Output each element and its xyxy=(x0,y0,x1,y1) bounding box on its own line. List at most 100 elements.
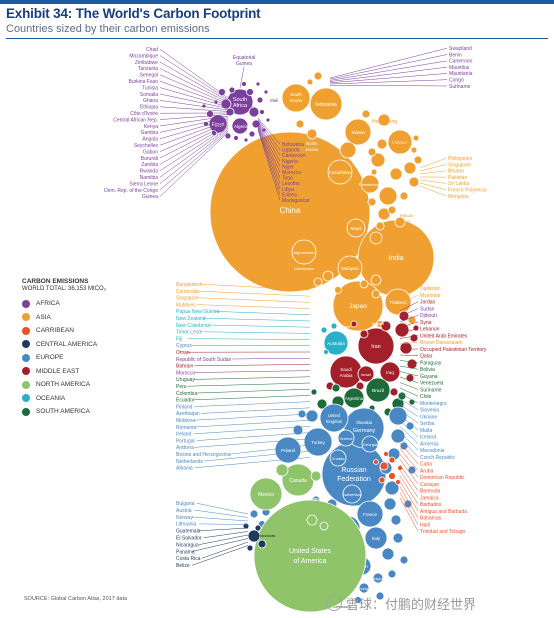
legend-item: MIDDLE EAST xyxy=(22,365,106,379)
bubble-label: of America xyxy=(293,558,326,565)
bubble-central-america-small xyxy=(257,539,267,549)
country-label: Brunei Darussalam xyxy=(420,340,463,346)
leader-line xyxy=(199,527,249,532)
country-label: Uganda xyxy=(282,148,300,154)
bubble-label: Mexico xyxy=(258,492,274,498)
bubble-label: Russian xyxy=(341,467,366,474)
leader-line xyxy=(194,438,311,448)
country-label: Singapore xyxy=(448,162,471,168)
country-label: Cambodia xyxy=(176,289,199,295)
leader-line xyxy=(159,55,229,100)
legend-label: ASIA xyxy=(36,313,51,321)
country-label: Jamaica xyxy=(420,495,439,501)
bubble-caribbean-small xyxy=(383,451,389,457)
bubble-africa-small xyxy=(233,135,239,141)
leader-line xyxy=(229,444,311,455)
country-label: Azerbaijan xyxy=(176,411,200,417)
legend-label: OCEANIA xyxy=(36,394,66,402)
bubble-caribbean-small xyxy=(373,459,379,465)
country-label: Bulgaria xyxy=(176,501,195,507)
country-label: Ukraine xyxy=(420,414,437,420)
country-label: Slovenia xyxy=(420,408,439,414)
country-label: Namibia xyxy=(140,175,159,181)
watermark-text: 雪球：付鹏的财经世界 xyxy=(346,598,477,613)
bubble-label: Federation xyxy=(337,476,371,483)
bubble-caribbean-small xyxy=(388,472,396,480)
leader-line xyxy=(329,84,448,87)
country-label: Zambia xyxy=(141,162,158,168)
bubble-croatia xyxy=(329,449,347,467)
bubble-africa-small xyxy=(220,98,232,110)
bubble-label: Korea xyxy=(290,98,303,103)
country-label: Ecuador xyxy=(176,398,195,404)
leader-line xyxy=(399,442,419,464)
bubble-asia-small xyxy=(410,146,418,154)
bubble-south-america-small xyxy=(331,383,341,393)
leader-line xyxy=(201,541,249,559)
country-label: Netherlands xyxy=(176,459,203,465)
bubble-asia-small xyxy=(334,286,342,294)
leader-line xyxy=(201,407,311,414)
country-label: Czech Republic xyxy=(420,455,456,461)
country-label: Costa Rica xyxy=(176,556,201,562)
legend-swatch xyxy=(22,340,30,349)
legend-items: AFRICA ASIA CARRIBEAN CENTRAL AMERICA EUROPE… xyxy=(22,297,106,419)
leader-line xyxy=(159,87,229,108)
country-label: New Caledonia xyxy=(176,323,210,329)
leader-line xyxy=(159,117,229,133)
country-label: Ghana xyxy=(143,98,158,104)
country-label: Tunisia xyxy=(142,85,158,91)
leader-line xyxy=(257,120,281,156)
bubble-europe-small xyxy=(390,514,402,526)
leader-line xyxy=(257,117,281,145)
bubble-africa-small xyxy=(248,106,260,118)
leader-line xyxy=(196,290,311,297)
leader-line xyxy=(199,523,249,525)
bubble-asia-small xyxy=(370,168,378,176)
bubble-label: Africa xyxy=(233,103,248,109)
leader-line xyxy=(194,426,311,435)
country-label: Paraguay xyxy=(420,360,442,366)
bubble-asia-small xyxy=(371,289,381,299)
bubble-asia-small xyxy=(369,231,383,245)
bubble-label: South xyxy=(290,92,302,97)
leader-line xyxy=(399,335,419,339)
leader-line xyxy=(194,364,311,367)
leader-line xyxy=(203,331,311,334)
bubble-label: Malaysia xyxy=(341,266,359,271)
bubble-georgia xyxy=(361,435,379,453)
bubble-label: South xyxy=(233,97,247,103)
bubble-kazakhstan xyxy=(327,159,353,185)
bubble-north-america-small xyxy=(275,463,289,477)
bubble-africa-small xyxy=(224,132,232,140)
country-label: Mongolia xyxy=(448,194,469,200)
leader-line xyxy=(159,93,229,109)
bubble-label: Kingdom xyxy=(326,419,343,424)
country-label: Fiji xyxy=(176,336,182,342)
country-label: Guinea xyxy=(236,61,252,67)
country-label: Iceland xyxy=(420,435,436,441)
bubble-label: Indonesia xyxy=(315,102,337,108)
leader-line xyxy=(399,486,419,518)
leader-line xyxy=(192,538,249,552)
country-label: Burkina Faso xyxy=(129,79,159,85)
bubble-caribbean-small xyxy=(378,476,386,484)
bubble-label: United States xyxy=(289,548,332,555)
leader-line xyxy=(257,128,281,195)
bubble-label: Afghanistan xyxy=(293,250,314,255)
country-label: Laos xyxy=(400,219,411,224)
bubble-europe-small xyxy=(388,406,408,426)
country-label: Venezuela xyxy=(420,381,444,387)
bubble-africa-small xyxy=(265,117,271,123)
bubble-asia-small xyxy=(377,207,391,221)
bubble-label: Israel xyxy=(361,372,371,377)
bubble-label: Nepal xyxy=(351,226,362,231)
bubble-oceania-small xyxy=(320,326,328,334)
bubble-asia-small xyxy=(359,279,369,289)
legend-item: SOUTH AMERICA xyxy=(22,405,106,419)
leader-line xyxy=(399,453,419,478)
country-label: Kenya xyxy=(144,124,158,130)
legend-item: CENTRAL AMERICA xyxy=(22,338,106,352)
country-label: Sri Lanka xyxy=(448,181,469,187)
bubble-europe-small xyxy=(249,509,259,519)
